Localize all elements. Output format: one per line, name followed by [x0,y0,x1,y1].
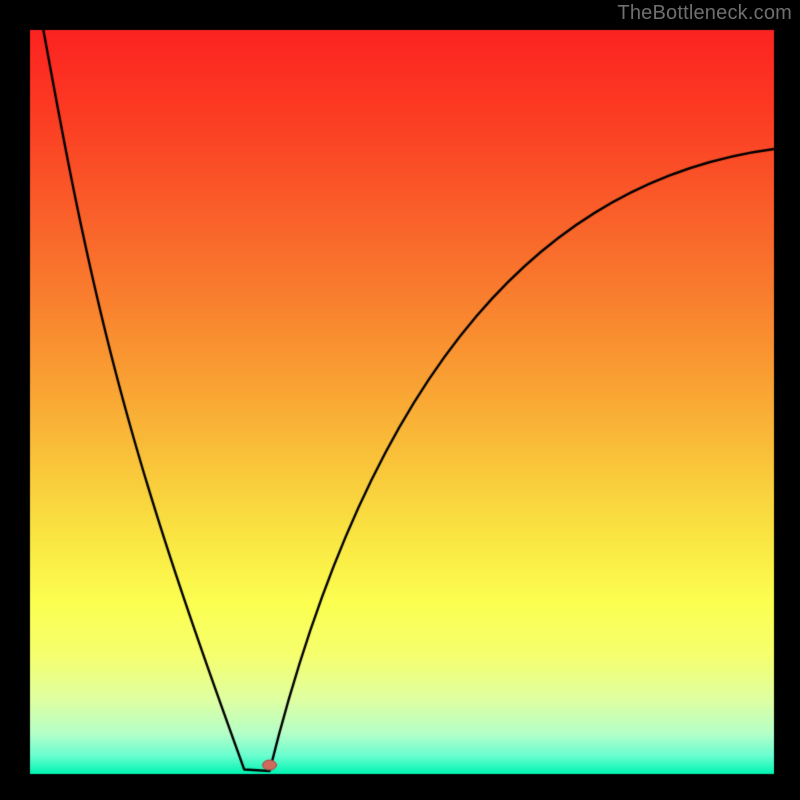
bottleneck-chart [0,0,800,800]
watermark-text: TheBottleneck.com [617,2,792,25]
chart-container: TheBottleneck.com [0,0,800,800]
